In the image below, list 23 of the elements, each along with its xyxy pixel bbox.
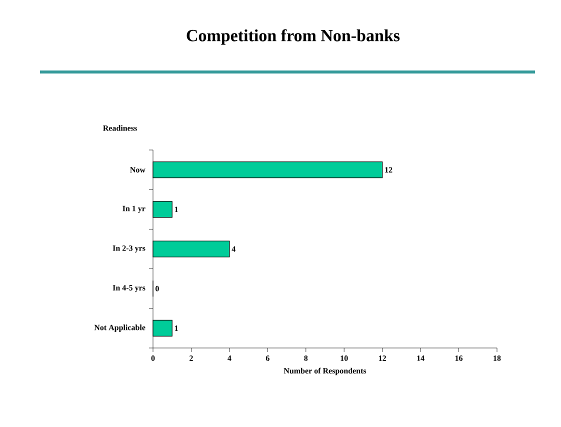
data-label: 4	[232, 246, 236, 252]
data-label: 1	[174, 326, 178, 331]
x-axis-title: Number of Respondents	[284, 368, 366, 376]
x-tick-label: 14	[417, 356, 424, 361]
data-label: 1	[174, 206, 178, 212]
x-tick-label: 18	[494, 356, 501, 361]
y-tick-label: Now	[130, 167, 146, 172]
x-tick-label: 12	[378, 356, 386, 361]
y-axis-title: Readiness	[103, 125, 137, 131]
x-tick-label: 10	[340, 356, 348, 361]
data-label: 12	[385, 167, 392, 172]
y-tick-label: Not Applicable	[94, 324, 146, 332]
x-tick-label: 0	[151, 356, 155, 361]
x-tick-label: 6	[266, 356, 270, 361]
x-tick-label: 4	[228, 356, 232, 361]
x-tick-label: 16	[455, 356, 463, 361]
chart-title: Competition from Non-banks	[186, 29, 400, 45]
x-tick-label: 2	[190, 356, 193, 361]
x-tick-label: 8	[304, 356, 308, 361]
y-tick-label: In 4-5 yrs	[112, 285, 146, 292]
data-label: 0	[156, 286, 159, 292]
y-tick-label: In 1 yr	[122, 206, 146, 213]
y-tick-label: In 2-3 yrs	[112, 245, 146, 252]
